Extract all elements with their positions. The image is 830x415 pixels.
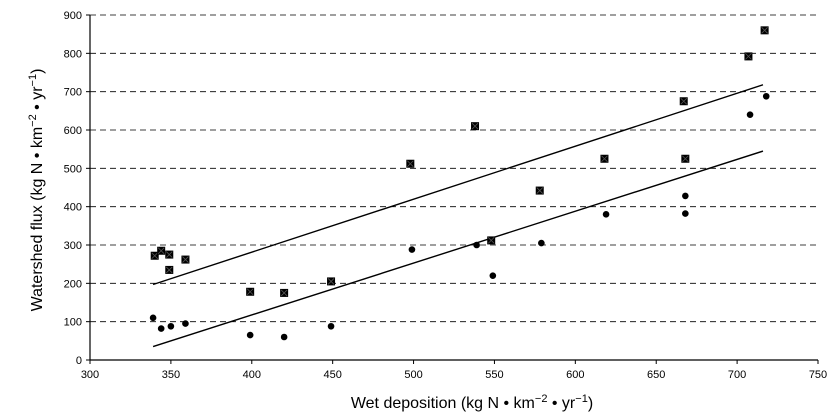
x-tick-label-700: 700 xyxy=(728,369,746,381)
y-tick-label-700: 700 xyxy=(64,87,82,99)
point-square-mark-3 xyxy=(165,266,173,274)
y-tick-label-900: 900 xyxy=(64,10,82,22)
point-circle-7 xyxy=(408,246,416,253)
point-circle-6 xyxy=(327,322,335,330)
y-tick-label-600: 600 xyxy=(64,125,82,137)
trendlines xyxy=(152,84,764,348)
point-square-mark-10 xyxy=(487,237,495,244)
point-circle-5 xyxy=(280,333,288,341)
point-square-mark-6 xyxy=(280,289,288,297)
point-circle-10 xyxy=(538,239,545,247)
point-square-mark-12 xyxy=(601,155,608,163)
trendline-circle xyxy=(152,150,764,348)
x-tick-label-500: 500 xyxy=(404,369,422,381)
x-tick-label-400: 400 xyxy=(243,369,261,381)
point-square-mark-8 xyxy=(407,160,414,168)
point-square-mark-13 xyxy=(680,97,688,105)
x-tick-label-650: 650 xyxy=(647,369,665,381)
point-circle-11 xyxy=(602,211,610,218)
y-tick-label-300: 300 xyxy=(64,240,82,252)
point-square-mark-11 xyxy=(536,187,544,194)
point-circle-0 xyxy=(149,314,157,322)
axes xyxy=(86,14,819,364)
point-circle-15 xyxy=(762,92,770,100)
point-square-mark-7 xyxy=(327,278,335,285)
y-axis-title: Watershed flux (kg N • km−2 • yr−1) xyxy=(27,69,46,312)
point-square-mark-15 xyxy=(745,53,752,60)
x-tick-label-450: 450 xyxy=(323,369,341,381)
y-tick-label-100: 100 xyxy=(64,317,82,329)
y-tick-label-500: 500 xyxy=(64,163,82,175)
point-circle-12 xyxy=(682,192,689,200)
data-points xyxy=(149,26,770,341)
point-circle-13 xyxy=(682,210,689,217)
y-tick-label-0: 0 xyxy=(76,355,82,367)
point-square-mark-5 xyxy=(246,288,254,296)
y-tick-label-400: 400 xyxy=(64,202,82,214)
point-square-mark-9 xyxy=(471,122,479,130)
y-tick-label-800: 800 xyxy=(64,48,82,60)
point-circle-1 xyxy=(157,325,165,332)
tick-labels: 0 100 200 300 400 500 600 700 800 900 300 350 400 450… xyxy=(64,10,828,381)
x-tick-label-300: 300 xyxy=(81,369,99,381)
point-square-mark-2 xyxy=(165,251,173,258)
point-circle-9 xyxy=(489,272,497,279)
point-circle-8 xyxy=(473,241,480,249)
x-axis-title: Wet deposition (kg N • km−2 • yr−1) xyxy=(351,393,593,412)
x-tick-label-350: 350 xyxy=(162,369,180,381)
y-tick-label-200: 200 xyxy=(64,278,82,290)
point-square-mark-16 xyxy=(761,27,768,34)
point-circle-14 xyxy=(746,111,754,118)
point-circle-2 xyxy=(167,322,175,330)
point-square-mark-14 xyxy=(682,155,689,163)
point-square-mark-1 xyxy=(157,247,165,255)
x-tick-label-600: 600 xyxy=(566,369,584,381)
point-circle-4 xyxy=(246,331,254,339)
point-square-mark-0 xyxy=(151,252,158,260)
x-tick-label-750: 750 xyxy=(809,369,827,381)
x-tick-label-550: 550 xyxy=(485,369,503,381)
point-circle-3 xyxy=(182,320,189,327)
point-square-mark-4 xyxy=(182,256,189,263)
trendline-square xyxy=(152,84,764,286)
gridlines xyxy=(90,14,818,323)
